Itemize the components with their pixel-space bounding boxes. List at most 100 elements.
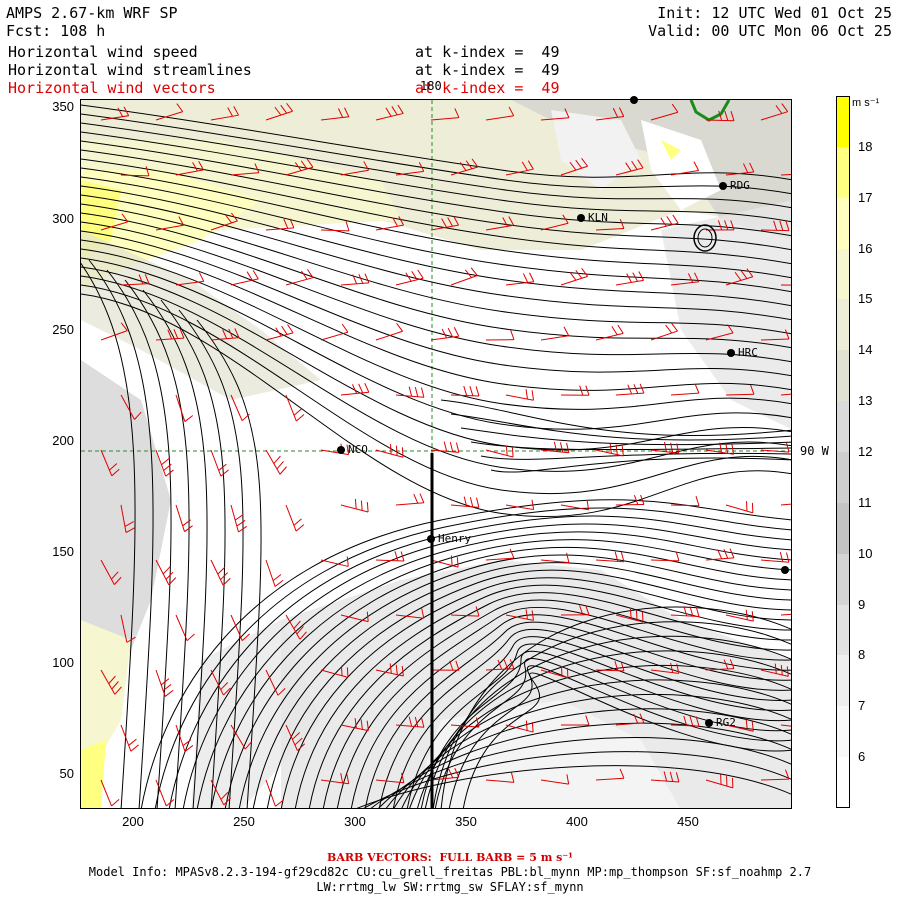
station-marker[interactable] — [719, 182, 727, 190]
wind-barb — [155, 779, 175, 807]
station-marker[interactable] — [727, 349, 735, 357]
streamline — [224, 546, 791, 808]
streamline — [81, 122, 791, 209]
colorbar-segment — [836, 401, 850, 453]
init-time: Init: 12 UTC Wed 01 Oct 25 — [657, 4, 892, 22]
wind-barb — [615, 383, 645, 396]
wind-barb — [505, 272, 535, 286]
wind-barb — [485, 659, 515, 671]
wind-barb — [340, 498, 369, 513]
map-plot[interactable] — [80, 99, 792, 809]
y-tick-150: 150 — [52, 544, 74, 559]
wind-barb — [560, 157, 588, 176]
colorbar-label: 10 — [858, 545, 873, 561]
station-marker[interactable] — [337, 446, 345, 454]
wind-barb — [175, 272, 205, 286]
wind-barb — [560, 268, 589, 286]
wind-barb — [320, 107, 350, 121]
wind-barb — [155, 669, 174, 697]
streamline — [168, 515, 791, 808]
wind-barb — [705, 659, 735, 671]
wind-barb — [155, 559, 177, 586]
wind-barb — [760, 769, 790, 781]
wind-barb — [265, 218, 295, 231]
wind-barb — [725, 384, 755, 396]
station-marker[interactable] — [630, 96, 638, 104]
colorbar-label: 14 — [858, 342, 873, 358]
colorbar-segment — [836, 706, 850, 758]
wind-barb — [450, 385, 480, 397]
wind-barb — [210, 106, 240, 121]
wind-barb — [760, 329, 790, 341]
field-name-streamlines: Horizontal wind streamlines — [8, 61, 252, 79]
station-marker[interactable] — [427, 535, 435, 543]
parallel-label: 90 W — [800, 444, 829, 458]
colorbar-segment — [836, 452, 850, 504]
meridian-label: 180 — [420, 79, 442, 93]
wind-barb — [540, 666, 569, 679]
wind-barb — [485, 548, 515, 561]
streamline — [196, 531, 791, 808]
wind-barb — [760, 103, 789, 121]
streamline — [450, 413, 791, 441]
streamline — [378, 628, 791, 808]
station-marker[interactable] — [781, 566, 789, 574]
colorbar-units: m s⁻¹ — [852, 97, 880, 109]
streamline — [350, 614, 791, 808]
streamline — [81, 203, 791, 335]
streamline — [238, 554, 791, 808]
wind-barb — [450, 158, 479, 176]
wind-barb — [430, 327, 460, 341]
wind-barb — [725, 268, 754, 286]
streamline — [81, 293, 791, 518]
wind-barb — [100, 779, 120, 807]
colorbar-segment — [836, 96, 850, 148]
wind-barb — [705, 442, 735, 455]
wind-barb — [615, 271, 645, 286]
wind-barb — [320, 773, 350, 785]
closed-contour-inner — [697, 228, 713, 248]
wind-barb — [725, 719, 754, 732]
wind-barb — [100, 559, 122, 585]
colorbar-label: 17 — [858, 189, 873, 205]
wind-barb — [615, 608, 644, 623]
wind-barb — [450, 267, 478, 286]
field-name-vectors: Horizontal wind vectors — [8, 79, 216, 97]
wind-barb — [100, 322, 128, 341]
streamline — [81, 113, 791, 195]
streamline — [460, 427, 791, 446]
streamline — [81, 230, 791, 377]
station-marker[interactable] — [705, 719, 713, 727]
y-tick-350: 350 — [52, 99, 74, 114]
streamline — [81, 275, 791, 472]
station-marker[interactable] — [577, 214, 585, 222]
wind-barb — [155, 103, 184, 121]
wind-barb — [615, 159, 644, 176]
streamline — [470, 441, 791, 451]
wind-barb — [430, 216, 460, 231]
x-tick-450: 450 — [677, 814, 699, 829]
streamline — [490, 457, 791, 473]
streamline — [420, 650, 791, 808]
field-level-speed: at k-index = 49 — [415, 43, 560, 61]
field-level-vectors: at k-index = 49 — [415, 79, 560, 97]
wind-barb — [100, 449, 120, 477]
streamline — [81, 284, 791, 495]
wind-barb — [285, 504, 305, 532]
wind-barb — [320, 323, 349, 341]
streamline — [462, 672, 791, 808]
streamline — [252, 562, 791, 808]
wind-barb — [450, 606, 480, 617]
streamline — [81, 257, 791, 430]
wind-barb — [650, 214, 679, 231]
wind-barb — [540, 552, 570, 564]
x-tick-300: 300 — [344, 814, 366, 829]
wind-barb — [615, 494, 645, 506]
wind-barb — [120, 504, 136, 533]
colorbar-segment — [836, 350, 850, 402]
y-tick-200: 200 — [52, 433, 74, 448]
wind-barb — [505, 499, 535, 511]
wind-barb — [175, 160, 204, 176]
streamline — [196, 319, 262, 808]
colorbar-segment — [836, 757, 850, 808]
